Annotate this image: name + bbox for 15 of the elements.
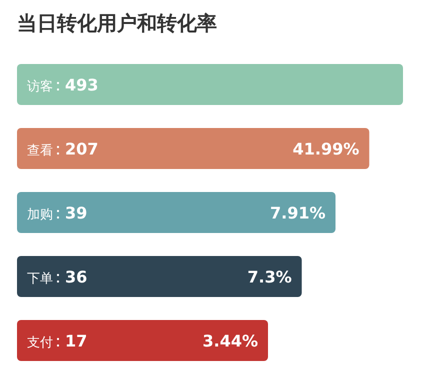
data-label: 7.3% [247, 268, 292, 286]
category-label: 加购 [27, 208, 53, 222]
data-label: 41.99% [292, 140, 360, 158]
data-label: 3.44% [202, 332, 258, 350]
category-label: 下单 [27, 272, 53, 286]
data-label: 207 [65, 140, 98, 158]
category-label: 查看 [27, 144, 53, 158]
data-label: 36 [65, 268, 88, 286]
data-label: 17 [65, 332, 88, 350]
category-label: 访客 [27, 78, 53, 94]
category-label: 支付 [27, 336, 53, 350]
data-label: 39 [65, 204, 88, 222]
data-label: 7.91% [270, 204, 326, 222]
text: 当日转化用户和转化率 [17, 11, 217, 35]
data-label: 493 [65, 76, 98, 94]
